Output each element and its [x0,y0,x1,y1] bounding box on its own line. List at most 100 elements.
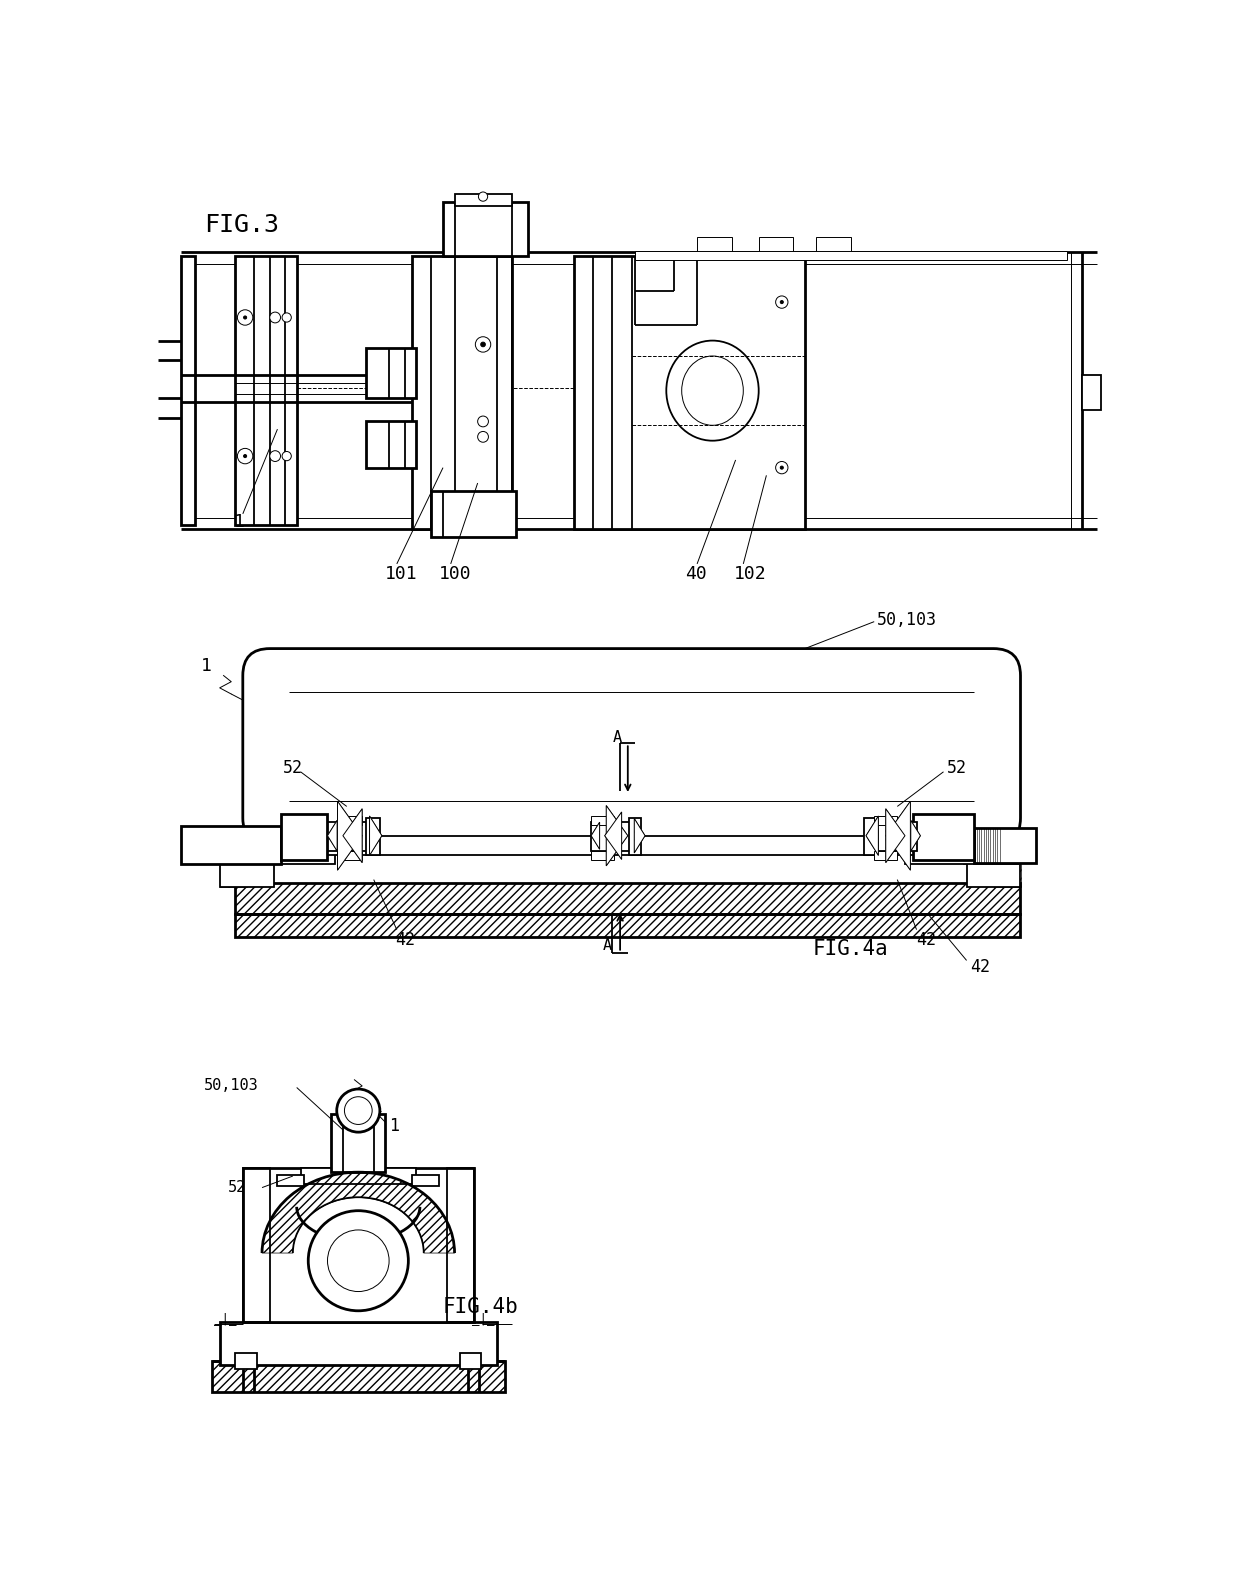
Polygon shape [606,806,627,867]
Bar [574,256,805,528]
Text: 52: 52 [283,759,303,778]
Polygon shape [262,1173,455,1254]
Bar [975,828,1035,863]
Bar [219,849,335,865]
Text: FIG.3: FIG.3 [205,213,279,236]
Circle shape [475,336,491,352]
Text: 42: 42 [971,957,991,976]
Bar [412,1174,439,1185]
Text: A: A [603,938,613,952]
Bar [962,849,1021,865]
Text: 42: 42 [396,930,415,949]
Circle shape [776,462,787,475]
Bar [181,256,195,525]
Circle shape [309,1211,408,1311]
Bar [366,817,373,855]
Text: FIG.4b: FIG.4b [443,1297,518,1317]
Text: 50,103: 50,103 [205,1078,259,1093]
Bar [590,822,613,851]
Bar [590,816,614,825]
Bar [243,1168,270,1322]
Circle shape [780,300,784,303]
Bar [874,816,898,825]
Bar [446,1168,474,1322]
Bar [339,851,362,860]
Bar [635,251,1066,260]
Bar [412,256,512,528]
Bar [590,822,634,851]
Circle shape [281,313,291,322]
Polygon shape [605,813,621,860]
Circle shape [237,309,253,325]
Bar [181,825,281,865]
Bar [181,825,231,865]
Bar [219,1322,497,1365]
Bar [993,860,1021,887]
Bar [219,1338,497,1365]
Polygon shape [866,816,878,855]
Circle shape [481,343,485,346]
Text: 100: 100 [439,565,471,582]
Bar [759,236,794,256]
Bar [219,860,247,887]
Bar [236,256,296,525]
Polygon shape [337,801,362,870]
Bar [281,814,327,860]
Circle shape [243,454,247,457]
Bar [366,348,417,398]
Bar [331,1114,386,1173]
Bar [895,822,916,851]
Circle shape [337,1089,379,1132]
Polygon shape [343,809,362,863]
Bar [339,816,362,825]
Bar [864,817,878,855]
Bar [874,851,898,860]
Bar [455,194,512,206]
Bar [236,914,1021,938]
Text: 1: 1 [233,513,244,530]
Text: 52: 52 [947,759,967,778]
Polygon shape [370,816,382,855]
Bar [281,814,304,860]
Polygon shape [591,822,600,849]
Bar [460,1354,481,1368]
Text: FIG.4a: FIG.4a [812,940,888,959]
Circle shape [477,432,489,443]
Bar [944,814,975,860]
Bar [1006,828,1035,863]
Text: 101: 101 [386,565,418,582]
Bar [327,822,370,851]
Bar [236,914,1021,938]
Bar [236,1354,257,1368]
Bar [697,236,732,256]
Circle shape [327,1230,389,1292]
Bar [236,884,1021,914]
Bar [327,822,350,851]
Text: 1: 1 [389,1117,399,1135]
Circle shape [270,313,280,322]
Polygon shape [885,801,910,870]
FancyBboxPatch shape [243,649,1021,844]
Bar [366,817,379,855]
Bar [905,849,1021,865]
Circle shape [281,451,291,460]
Circle shape [776,295,787,308]
Text: 50,103: 50,103 [877,611,936,628]
Bar [366,422,417,468]
Polygon shape [635,819,645,852]
Bar [1083,375,1101,409]
Bar [590,851,614,860]
Bar [630,817,641,855]
Polygon shape [327,820,337,851]
Bar [874,822,916,851]
Bar [300,1168,417,1184]
Text: 52: 52 [227,1181,246,1195]
Bar [446,1168,474,1322]
Circle shape [780,467,784,470]
Text: _|_: _|_ [213,1312,236,1325]
Bar [236,884,1021,914]
Text: 40: 40 [686,565,707,582]
Bar [864,817,872,855]
Polygon shape [910,820,920,851]
Circle shape [479,192,487,202]
